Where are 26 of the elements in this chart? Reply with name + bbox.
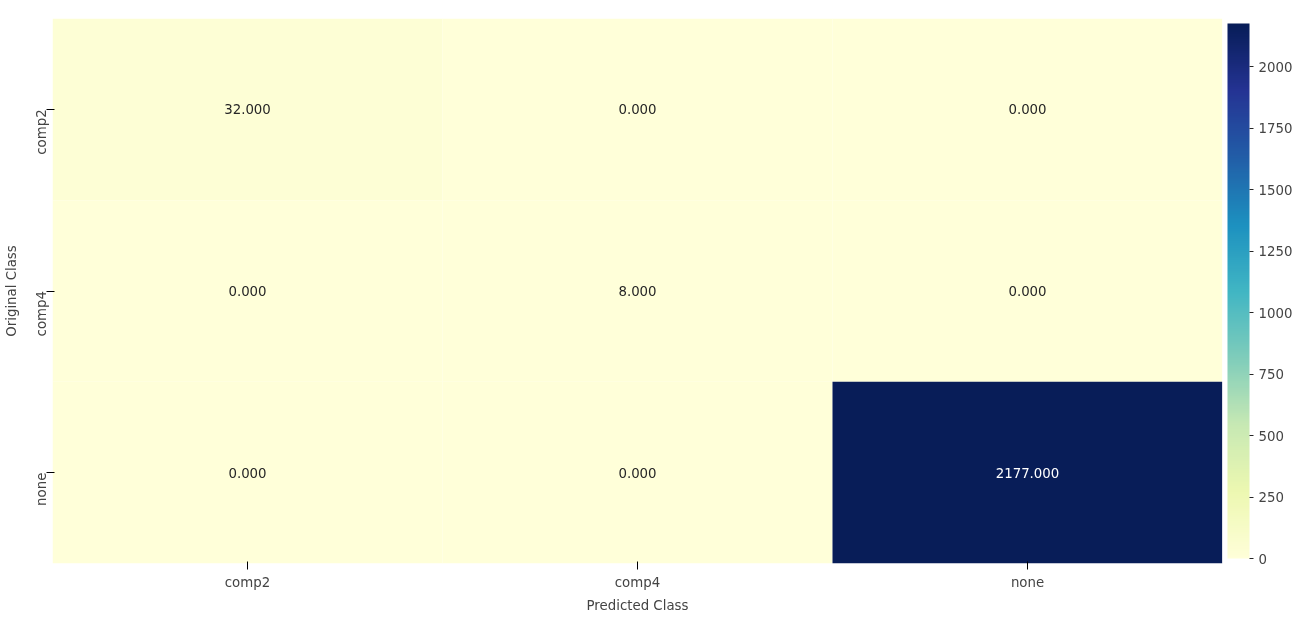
data-label: 0.000 [228, 465, 267, 481]
color-bar-label: 750 [1258, 367, 1284, 383]
color-bar-label: 1000 [1258, 305, 1293, 321]
color-bar-label: 2000 [1258, 60, 1293, 75]
y-tick-label: comp2 [34, 109, 49, 155]
data-label: 0.000 [1008, 102, 1047, 118]
data-label: 8.000 [618, 284, 657, 299]
y-tick-label: none [34, 472, 49, 506]
y-tick-label: comp4 [34, 291, 49, 337]
data-label: 0.000 [228, 284, 267, 299]
color-bar-label: 1250 [1258, 244, 1293, 260]
data-label: 0.000 [1008, 284, 1047, 299]
color-bar-label: 500 [1258, 428, 1284, 444]
color-bar-label: 1500 [1258, 182, 1293, 198]
data-label: 2177.000 [995, 465, 1060, 481]
data-label: 32.000 [224, 102, 271, 118]
x-tick-label: comp4 [614, 574, 661, 590]
x-axis-title: Predicted Class [586, 597, 689, 613]
x-tick-label: none [1010, 574, 1045, 590]
data-label: 0.000 [618, 102, 657, 118]
color-bar-label: 1750 [1258, 121, 1293, 137]
data-label: 0.000 [618, 465, 657, 481]
color-bar-label: 0 [1258, 551, 1267, 567]
x-tick-label: comp2 [224, 574, 271, 590]
y-axis-title: Original Class [3, 245, 19, 337]
color-bar-label: 250 [1258, 490, 1284, 506]
